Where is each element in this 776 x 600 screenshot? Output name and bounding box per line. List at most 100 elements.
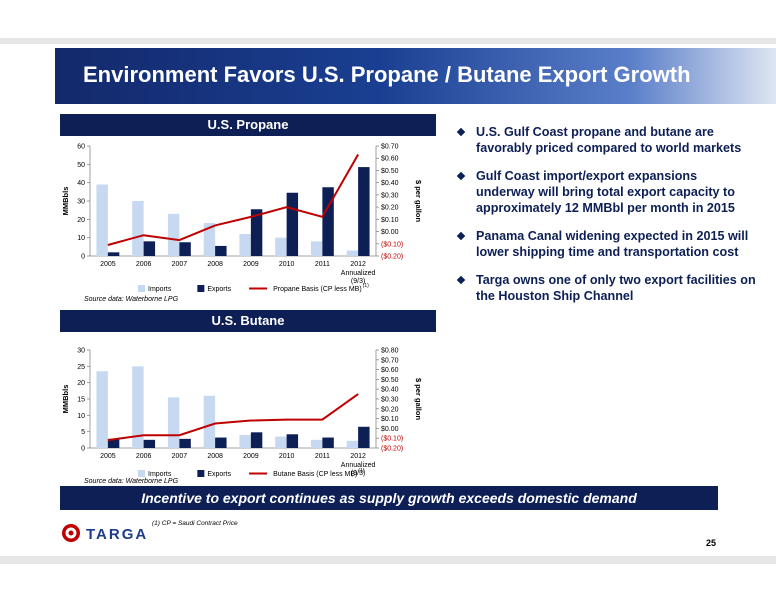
y2-tick-label: $0.20	[381, 205, 399, 212]
x-tick-label: 2005	[100, 453, 116, 460]
y2-tick-label: ($0.10)	[381, 241, 403, 248]
banner: Incentive to export continues as supply …	[60, 486, 718, 510]
slide-title: Environment Favors U.S. Propane / Butane…	[83, 62, 691, 87]
bar-imports	[96, 184, 108, 256]
y-tick-label: 20	[77, 217, 85, 224]
y2-tick-label: $0.00	[381, 229, 399, 236]
x-tick-label: 2009	[243, 261, 259, 268]
x-tick-label: 2009	[243, 453, 259, 460]
x-tick-label: 2010	[279, 453, 295, 460]
x-tick-sublabel: (9/3)	[351, 470, 365, 477]
diamond-bullet-icon	[456, 275, 466, 285]
legend-label: Imports	[148, 286, 172, 293]
bar-exports	[250, 209, 263, 256]
bullet-item: Gulf Coast import/export expansions unde…	[456, 168, 758, 216]
y-axis-label: MMBbls	[61, 385, 70, 414]
y2-tick-label: $0.70	[381, 357, 399, 364]
bar-exports	[107, 438, 120, 448]
butane-chart-title: U.S. Butane	[60, 310, 436, 332]
y2-tick-label: $0.60	[381, 367, 399, 374]
line-basis	[107, 154, 359, 246]
y2-tick-label: $0.10	[381, 217, 399, 224]
y-tick-label: 60	[77, 144, 85, 151]
diamond-bullet-icon	[456, 127, 466, 137]
x-tick-label: 2005	[100, 261, 116, 268]
y2-tick-label: $0.30	[381, 192, 399, 199]
bullet-item: Targa owns one of only two export facili…	[456, 272, 758, 304]
x-tick-sublabel: Annualized	[341, 270, 376, 277]
bar-imports	[239, 234, 251, 256]
y-tick-label: 10	[77, 235, 85, 242]
y2-axis-label: $ per gallon	[414, 180, 423, 223]
x-tick-label: 2012	[350, 261, 366, 268]
bar-exports	[215, 437, 227, 448]
y-tick-label: 5	[81, 429, 85, 436]
legend-label: Exports	[207, 471, 231, 478]
bar-exports	[358, 426, 370, 448]
x-tick-label: 2006	[136, 453, 152, 460]
y2-tick-label: $0.40	[381, 180, 399, 187]
y2-tick-label: $0.40	[381, 387, 399, 394]
bar-exports	[286, 434, 299, 448]
legend-superscript: (1)	[363, 283, 369, 289]
y2-tick-label: $0.20	[381, 406, 399, 413]
y-tick-label: 40	[77, 180, 85, 187]
bullet-item: Panama Canal widening expected in 2015 w…	[456, 228, 758, 260]
bottom-stripe	[0, 556, 776, 564]
footnote: (1) CP = Saudi Contract Price	[152, 520, 238, 527]
bar-exports	[215, 245, 227, 256]
x-tick-label: 2006	[136, 261, 152, 268]
y2-tick-label: $0.00	[381, 426, 399, 433]
bar-imports	[310, 439, 323, 448]
y-tick-label: 25	[77, 364, 85, 371]
legend-label: Exports	[207, 286, 231, 293]
x-tick-label: 2008	[207, 453, 223, 460]
x-tick-label: 2007	[172, 261, 188, 268]
title-bar: Environment Favors U.S. Propane / Butane…	[55, 48, 776, 104]
legend-label: Butane Basis (CP less MB)	[273, 471, 357, 478]
x-tick-sublabel: Annualized	[341, 462, 376, 469]
bar-exports	[286, 192, 299, 256]
x-tick-label: 2011	[315, 453, 330, 460]
page-number: 25	[706, 538, 717, 548]
y2-axis-label: $ per gallon	[414, 378, 423, 421]
bar-exports	[107, 252, 120, 256]
y-tick-label: 30	[77, 348, 85, 355]
y2-tick-label: ($0.20)	[381, 254, 403, 261]
y-tick-label: 20	[77, 380, 85, 387]
bar-exports	[143, 241, 156, 256]
bar-imports	[132, 366, 144, 448]
targa-logo-icon	[62, 524, 80, 542]
propane-chart: 0 10 20 30 40 50 60 ($0.20) ($0.10) $0.00 $0.10 $0.…	[61, 144, 423, 294]
bar-exports	[358, 167, 370, 256]
bar-imports	[346, 250, 359, 256]
bar-imports	[346, 440, 359, 448]
bar-imports	[203, 223, 216, 256]
bar-imports	[310, 241, 323, 256]
legend-swatch	[197, 470, 205, 477]
diamond-bullet-icon	[456, 171, 466, 181]
x-tick-label: 2012	[350, 453, 366, 460]
y-tick-label: 0	[81, 254, 85, 261]
bar-exports	[322, 437, 334, 448]
bar-exports	[322, 187, 334, 256]
y2-tick-label: $0.70	[381, 144, 399, 151]
legend-swatch	[138, 285, 145, 292]
y-axis-label: MMBbls	[61, 187, 70, 216]
y2-tick-label: ($0.10)	[381, 436, 403, 443]
bar-imports	[96, 371, 108, 448]
bar-exports	[179, 438, 191, 448]
y-tick-label: 0	[81, 446, 85, 453]
x-tick-label: 2007	[172, 453, 188, 460]
legend-swatch	[138, 470, 145, 477]
bullet-list: U.S. Gulf Coast propane and butane are f…	[456, 124, 758, 316]
bar-exports	[143, 439, 156, 448]
y2-tick-label: $0.80	[381, 348, 399, 355]
x-tick-sublabel: (9/3)	[351, 278, 365, 285]
legend-swatch	[197, 285, 205, 292]
bar-imports	[239, 434, 251, 448]
y-tick-label: 10	[77, 413, 85, 420]
x-tick-label: 2008	[207, 261, 223, 268]
propane-chart-title: U.S. Propane	[60, 114, 436, 136]
bar-imports	[275, 436, 287, 448]
